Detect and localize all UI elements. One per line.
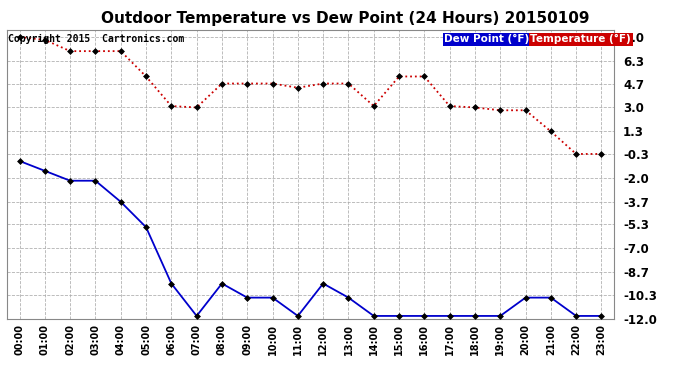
Text: Outdoor Temperature vs Dew Point (24 Hours) 20150109: Outdoor Temperature vs Dew Point (24 Hou… [101, 11, 589, 26]
Text: Copyright 2015  Cartronics.com: Copyright 2015 Cartronics.com [8, 34, 184, 44]
Text: Temperature (°F): Temperature (°F) [531, 34, 631, 44]
Text: Dew Point (°F): Dew Point (°F) [444, 34, 529, 44]
